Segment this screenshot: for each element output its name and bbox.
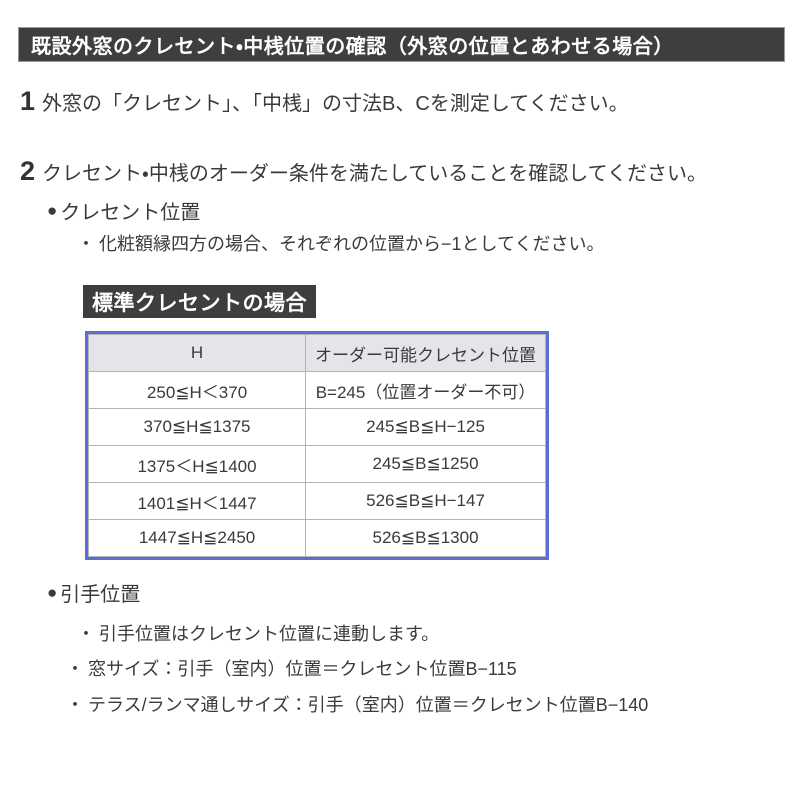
step-2-number: 2 bbox=[20, 156, 36, 186]
table-row: 370≦H≦1375 245≦B≦H−125 bbox=[87, 408, 546, 446]
crescent-spec-table: H オーダー可能クレセント位置 250≦H＜370 B=245（位置オーダー不可… bbox=[87, 334, 546, 557]
hikite-position-heading: ● 引手位置 bbox=[47, 578, 140, 607]
table-cell-h-range: 250≦H＜370 bbox=[87, 371, 307, 409]
crescent-note-1-label: 化粧額縁四方の場合、それぞれの位置から−1としてください。 bbox=[99, 234, 605, 254]
crescent-position-heading: ● クレセント位置 bbox=[47, 196, 200, 225]
page-title: 既設外窓のクレセント・中桟位置の確認（外窓の位置とあわせる場合） bbox=[31, 36, 674, 58]
crescent-position-heading-label: クレセント位置 bbox=[60, 202, 201, 224]
table-cell-b-range: B=245（位置オーダー不可） bbox=[305, 371, 546, 409]
table-header-h: H bbox=[87, 334, 307, 372]
table-cell-b-range: 245≦B≦1250 bbox=[305, 445, 546, 483]
hikite-note-1-label: 引手位置はクレセント位置に連動します。 bbox=[99, 624, 440, 644]
hikite-position-heading-label: 引手位置 bbox=[60, 584, 141, 606]
step-1: 1 外窓の「クレセント」、「中桟」の寸法B、Cを測定してください。 bbox=[20, 88, 629, 116]
crescent-spec-table-container: H オーダー可能クレセント位置 250≦H＜370 B=245（位置オーダー不可… bbox=[85, 331, 549, 560]
table-header-row: H オーダー可能クレセント位置 bbox=[87, 334, 546, 372]
hikite-note-3: ・ テラス/ランマ通しサイズ：引手（室内）位置＝クレセント位置B−140 bbox=[66, 691, 648, 717]
table-cell-h-range: 1401≦H＜1447 bbox=[87, 482, 307, 520]
table-cell-h-range: 1447≦H≦2450 bbox=[87, 519, 307, 557]
table-cell-b-range: 245≦B≦H−125 bbox=[305, 408, 546, 446]
small-dot-bullet-icon: ・ bbox=[77, 624, 95, 644]
table-section-badge: 標準クレセントの場合 bbox=[83, 285, 316, 318]
step-2: 2 クレセント・中桟のオーダー条件を満たしていることを確認してください。 bbox=[20, 158, 707, 186]
table-row: 1401≦H＜1447 526≦B≦H−147 bbox=[87, 482, 546, 520]
table-header-orderable-position: オーダー可能クレセント位置 bbox=[305, 334, 546, 372]
table-cell-h-range: 370≦H≦1375 bbox=[87, 408, 307, 446]
hikite-note-2-label: 窓サイズ：引手（室内）位置＝クレセント位置B−115 bbox=[88, 659, 517, 679]
table-row: 1375＜H≦1400 245≦B≦1250 bbox=[87, 445, 546, 483]
hikite-note-3-label: テラス/ランマ通しサイズ：引手（室内）位置＝クレセント位置B−140 bbox=[88, 695, 649, 715]
table-row: 1447≦H≦2450 526≦B≦1300 bbox=[87, 519, 546, 557]
step-1-number: 1 bbox=[20, 86, 36, 116]
step-2-text: クレセント・中桟のオーダー条件を満たしていることを確認してください。 bbox=[42, 163, 708, 185]
table-row: 250≦H＜370 B=245（位置オーダー不可） bbox=[87, 371, 546, 409]
filled-circle-bullet-icon: ● bbox=[47, 583, 58, 602]
document-title-bar: 既設外窓のクレセント・中桟位置の確認（外窓の位置とあわせる場合） bbox=[18, 27, 785, 62]
small-dot-bullet-icon: ・ bbox=[77, 234, 95, 254]
hikite-note-2: ・ 窓サイズ：引手（室内）位置＝クレセント位置B−115 bbox=[66, 655, 517, 681]
table-cell-b-range: 526≦B≦H−147 bbox=[305, 482, 546, 520]
small-dot-bullet-icon: ・ bbox=[66, 695, 84, 715]
small-dot-bullet-icon: ・ bbox=[66, 659, 84, 679]
table-cell-b-range: 526≦B≦1300 bbox=[305, 519, 546, 557]
table-section-badge-label: 標準クレセントの場合 bbox=[92, 291, 307, 315]
table-cell-h-range: 1375＜H≦1400 bbox=[87, 445, 307, 483]
step-1-text: 外窓の「クレセント」、「中桟」の寸法B、Cを測定してください。 bbox=[42, 93, 629, 115]
hikite-note-1: ・ 引手位置はクレセント位置に連動します。 bbox=[77, 620, 439, 646]
crescent-note-1: ・ 化粧額縁四方の場合、それぞれの位置から−1としてください。 bbox=[77, 230, 604, 256]
filled-circle-bullet-icon: ● bbox=[47, 201, 58, 220]
